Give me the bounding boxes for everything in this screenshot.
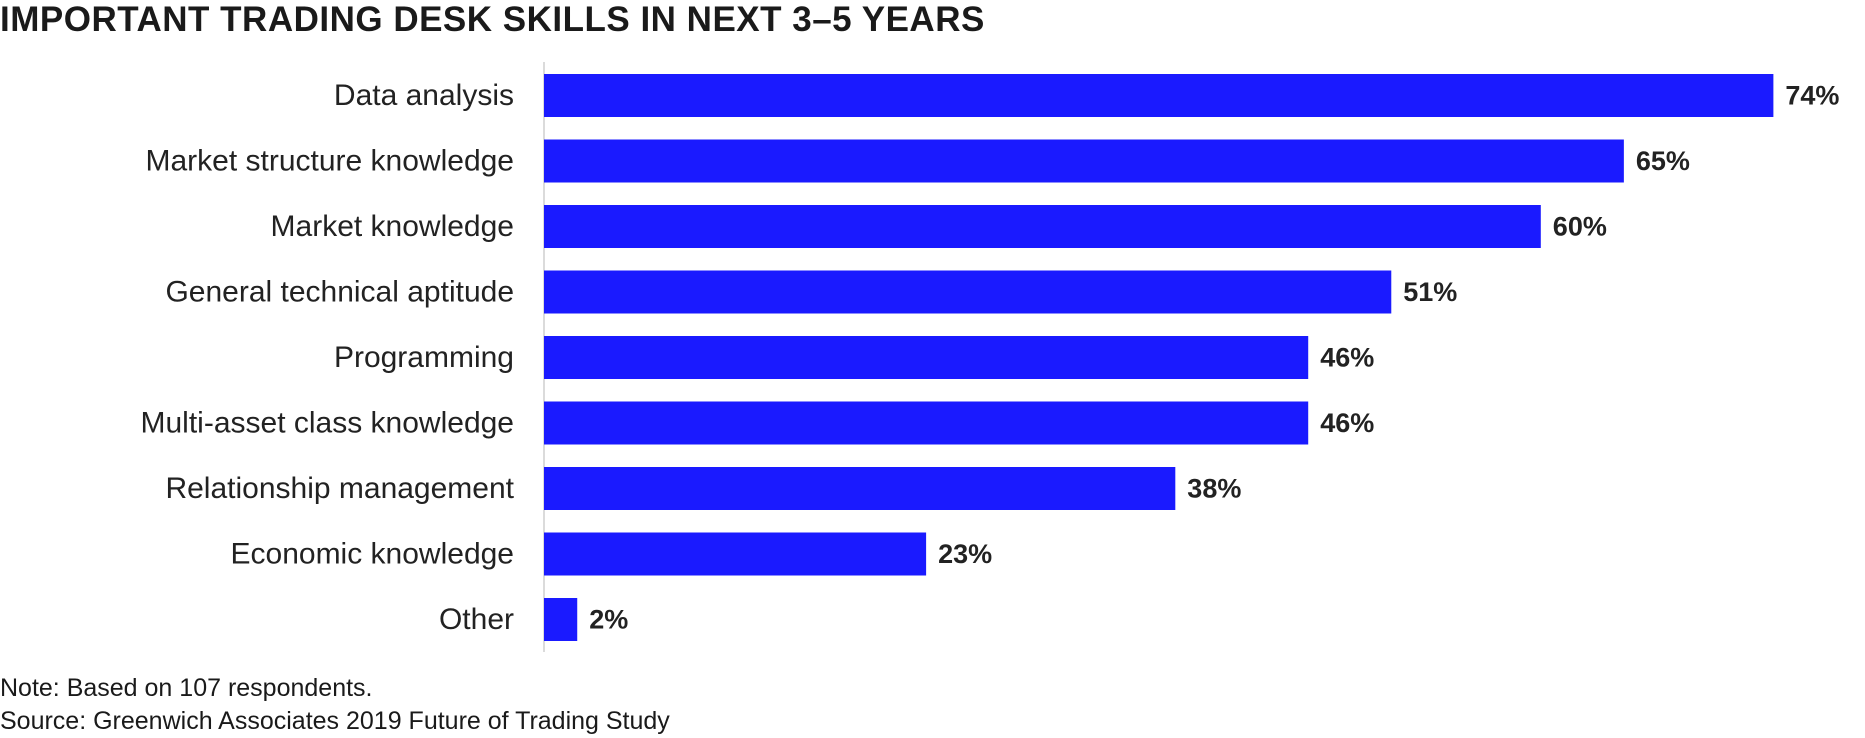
chart-title: IMPORTANT TRADING DESK SKILLS IN NEXT 3–…: [0, 0, 985, 39]
source-text: Source: Greenwich Associates 2019 Future…: [0, 707, 670, 735]
category-label: Market knowledge: [271, 210, 514, 243]
category-label: Programming: [334, 341, 514, 374]
category-label: Economic knowledge: [231, 538, 515, 571]
bar-programming: [544, 336, 1309, 379]
bar-economic-knowledge: [544, 532, 927, 576]
bar-chart-svg: Data analysis 74% Market structure knowled…: [141, 62, 1839, 652]
note-text: Note: Based on 107 respondents.: [0, 674, 373, 702]
value-label: 46%: [1320, 343, 1374, 373]
footnotes: Note: Based on 107 respondents. Source: …: [0, 672, 670, 738]
bar-general-technical-aptitude: [544, 270, 1392, 314]
bar-relationship-management: [544, 467, 1176, 510]
category-label: Relationship management: [165, 472, 514, 505]
value-label: 51%: [1403, 277, 1457, 307]
value-label: 74%: [1785, 81, 1839, 111]
value-label: 23%: [938, 539, 992, 569]
category-label: Market structure knowledge: [146, 145, 515, 178]
category-label: General technical aptitude: [165, 276, 514, 309]
bar-multi-asset-class-knowledge: [544, 401, 1309, 445]
value-label: 38%: [1187, 474, 1241, 504]
bar-chart: Data analysis 74% Market structure knowled…: [141, 62, 1839, 652]
value-label: 60%: [1553, 212, 1607, 242]
bar-market-knowledge: [544, 205, 1541, 248]
category-label: Data analysis: [334, 79, 514, 112]
bar-market-structure-knowledge: [544, 139, 1624, 183]
category-label: Multi-asset class knowledge: [141, 407, 515, 440]
bar-other: [544, 598, 578, 641]
value-label: 46%: [1320, 408, 1374, 438]
value-label: 2%: [589, 605, 628, 635]
bar-data-analysis: [544, 74, 1774, 117]
value-label: 65%: [1636, 146, 1690, 176]
category-label: Other: [439, 603, 514, 636]
